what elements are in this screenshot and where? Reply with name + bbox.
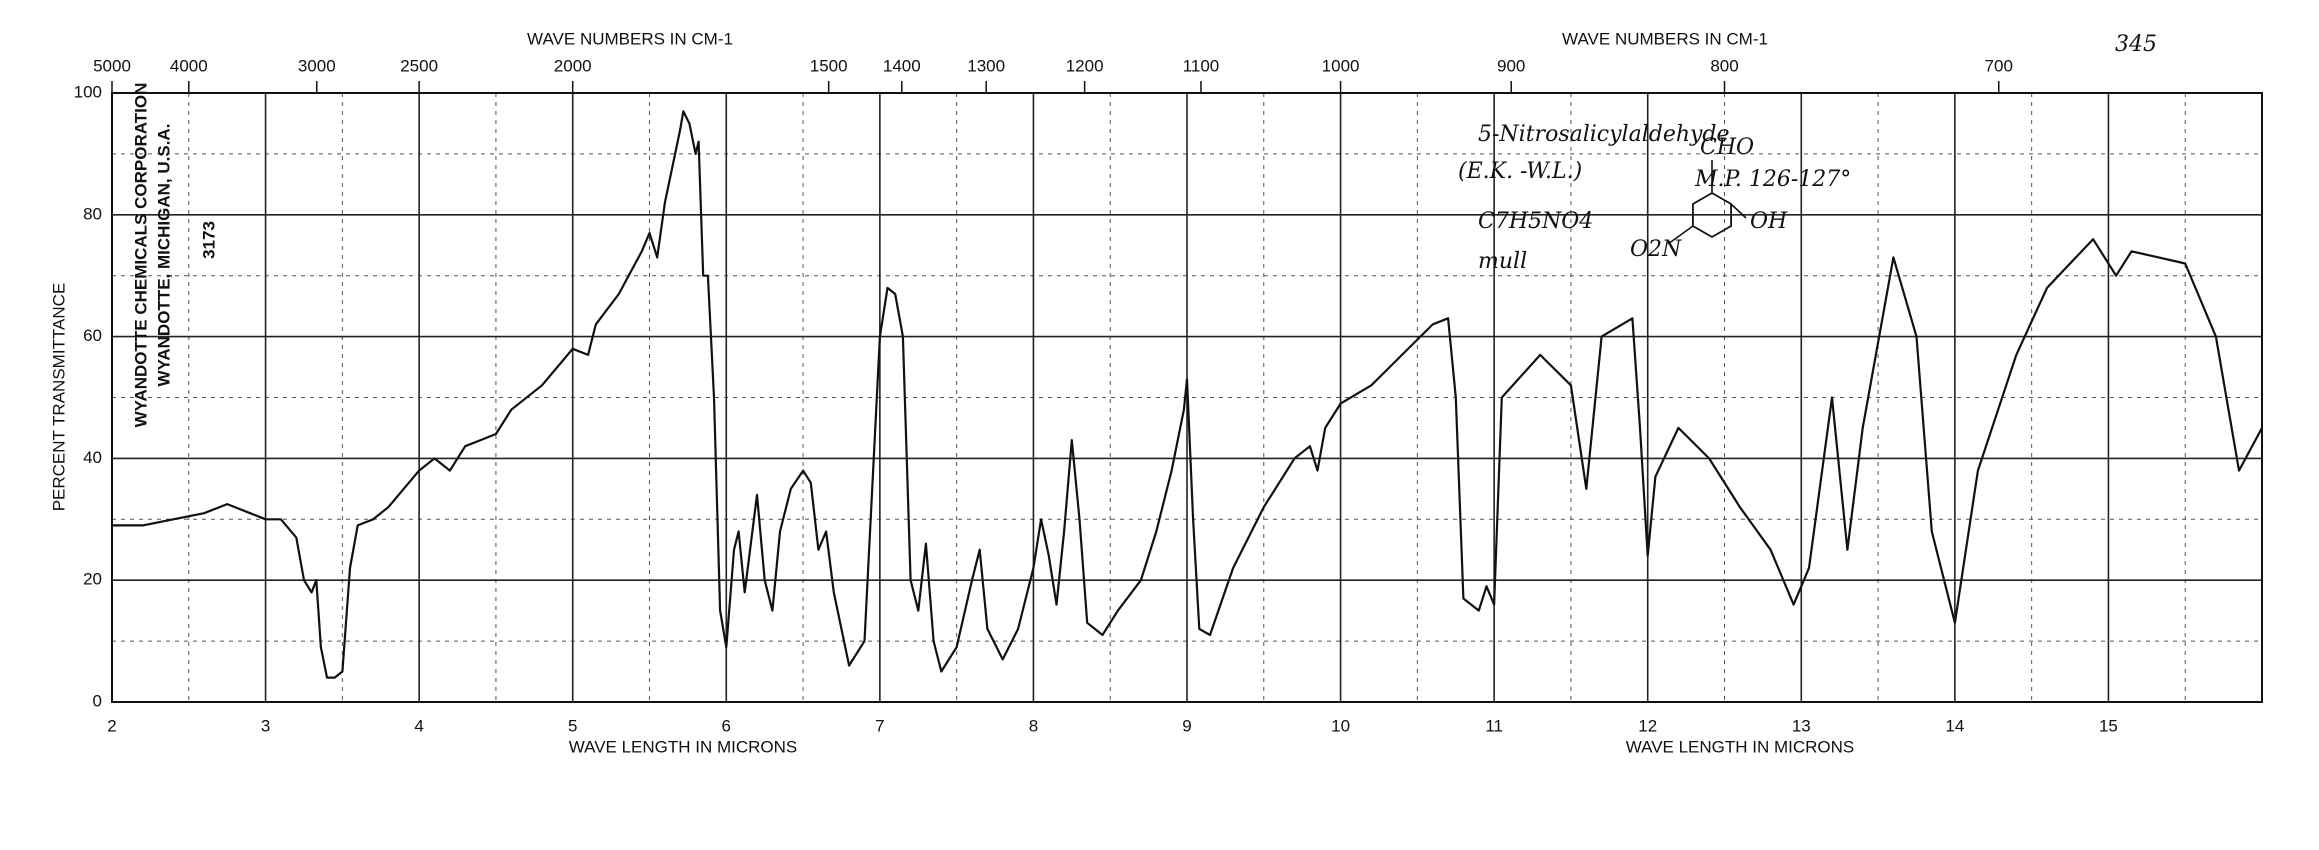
x-axis-label: WAVE LENGTH IN MICRONS bbox=[569, 737, 798, 756]
x2-tick-label: 700 bbox=[1985, 56, 2013, 75]
x2-axis-label: WAVE NUMBERS IN CM-1 bbox=[1562, 29, 1768, 48]
x-tick-label: 9 bbox=[1182, 716, 1191, 735]
x-tick-label: 7 bbox=[875, 716, 884, 735]
x-tick-label: 13 bbox=[1792, 716, 1811, 735]
bond-sketch bbox=[1667, 160, 1747, 245]
annotation: 345 bbox=[2115, 32, 2157, 57]
x2-tick-label: 2000 bbox=[554, 56, 592, 75]
x2-tick-label: 1200 bbox=[1066, 56, 1104, 75]
x-tick-label: 6 bbox=[722, 716, 731, 735]
y-axis-label: PERCENT TRANSMITTANCE bbox=[49, 283, 68, 512]
x-tick-label: 15 bbox=[2099, 716, 2118, 735]
x-tick-label: 3 bbox=[261, 716, 270, 735]
y-tick-label: 0 bbox=[93, 691, 102, 710]
x-tick-label: 4 bbox=[414, 716, 423, 735]
annotation: OH bbox=[1750, 209, 1788, 234]
x2-tick-label: 5000 bbox=[93, 56, 131, 75]
x2-axis-label: WAVE NUMBERS IN CM-1 bbox=[527, 29, 733, 48]
annotation: CHO bbox=[1700, 135, 1754, 160]
x2-tick-label: 4000 bbox=[170, 56, 208, 75]
y-tick-label: 100 bbox=[74, 82, 102, 101]
annotation: 3173 bbox=[199, 221, 218, 259]
x2-tick-label: 1000 bbox=[1322, 56, 1360, 75]
x-tick-label: 5 bbox=[568, 716, 577, 735]
x-axis-label: WAVE LENGTH IN MICRONS bbox=[1626, 737, 1855, 756]
plot-frame bbox=[111, 92, 2263, 703]
x2-tick-label: 800 bbox=[1710, 56, 1738, 75]
annotation: mull bbox=[1478, 249, 1527, 274]
y-tick-label: 20 bbox=[83, 570, 102, 589]
x2-tick-label: 1300 bbox=[967, 56, 1005, 75]
annotation: M.P. 126-127° bbox=[1694, 167, 1851, 192]
x-tick-label: 8 bbox=[1029, 716, 1038, 735]
annotation: O2N bbox=[1630, 237, 1682, 262]
x-tick-label: 14 bbox=[1945, 716, 1964, 735]
annotation: WYANDOTTE, MICHIGAN, U.S.A. bbox=[154, 124, 173, 387]
y-tick-label: 40 bbox=[83, 448, 102, 467]
y-tick-label: 60 bbox=[83, 326, 102, 345]
x2-tick-label: 2500 bbox=[400, 56, 438, 75]
annotation: 5-Nitrosalicylaldehyde bbox=[1478, 122, 1730, 147]
x2-tick-label: 900 bbox=[1497, 56, 1525, 75]
x-tick-label: 12 bbox=[1638, 716, 1657, 735]
annotation: WYANDOTTE CHEMICALS CORPORATION bbox=[131, 83, 150, 428]
y-tick-label: 80 bbox=[83, 204, 102, 223]
x-tick-label: 2 bbox=[107, 716, 116, 735]
spectrum-line bbox=[112, 110, 2263, 679]
x2-tick-label: 1100 bbox=[1183, 56, 1220, 75]
annotation: (E.K. -W.L.) bbox=[1458, 159, 1582, 184]
annotation: C7H5NO4 bbox=[1478, 209, 1593, 234]
x2-tick-label: 1400 bbox=[883, 56, 921, 75]
x-tick-label: 11 bbox=[1485, 716, 1503, 735]
x2-tick-label: 3000 bbox=[298, 56, 336, 75]
x2-tick-label: 1500 bbox=[810, 56, 848, 75]
x-tick-label: 10 bbox=[1331, 716, 1350, 735]
